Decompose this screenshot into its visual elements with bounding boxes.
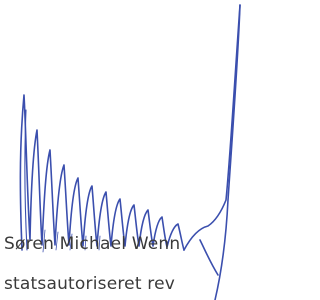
signer-name: Søren Michael Wenn	[4, 234, 180, 254]
page: {"signature_block": {"name": "Søren Mich…	[0, 0, 248, 300]
signature	[0, 0, 248, 300]
signer-title: statsautoriseret rev	[4, 274, 175, 294]
